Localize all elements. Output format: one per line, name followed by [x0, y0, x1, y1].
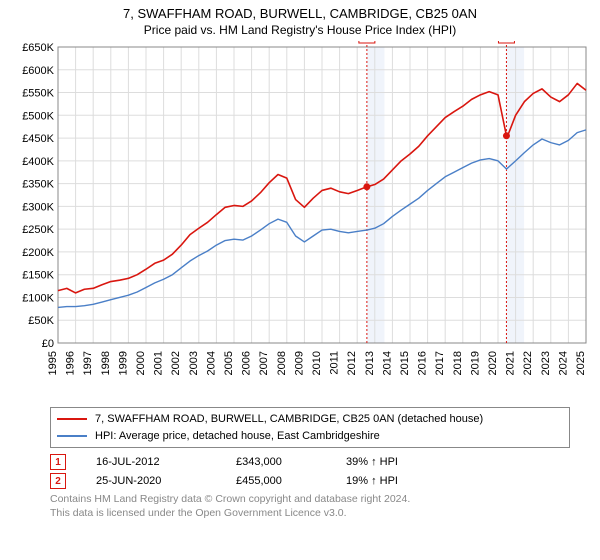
line-chart-svg: £0 £50K £100K £150K £200K £250K £300K £350K £400…: [10, 41, 590, 401]
svg-text:2016: 2016: [417, 351, 429, 375]
legend-label-property: 7, SWAFFHAM ROAD, BURWELL, CAMBRIDGE, CB…: [95, 411, 483, 428]
svg-text:2005: 2005: [223, 351, 235, 375]
svg-text:2006: 2006: [241, 351, 253, 375]
svg-text:1999: 1999: [117, 351, 129, 375]
transaction-badge: 1: [50, 454, 66, 470]
svg-text:2011: 2011: [329, 351, 341, 375]
svg-text:2018: 2018: [452, 351, 464, 375]
transaction-row: 1 16-JUL-2012 £343,000 39% ↑ HPI: [50, 454, 570, 470]
svg-text:£600K: £600K: [22, 65, 54, 77]
legend-item-property: 7, SWAFFHAM ROAD, BURWELL, CAMBRIDGE, CB…: [57, 411, 563, 428]
legend-label-hpi: HPI: Average price, detached house, East…: [95, 428, 380, 445]
transaction-row: 2 25-JUN-2020 £455,000 19% ↑ HPI: [50, 473, 570, 489]
transaction-price: £455,000: [236, 475, 346, 487]
svg-text:2010: 2010: [311, 351, 323, 375]
svg-text:£350K: £350K: [22, 179, 54, 191]
transaction-date: 16-JUL-2012: [96, 456, 236, 468]
svg-text:£100K: £100K: [22, 292, 54, 304]
svg-text:£400K: £400K: [22, 156, 54, 168]
svg-text:£300K: £300K: [22, 201, 54, 213]
transactions-table: 1 16-JUL-2012 £343,000 39% ↑ HPI 2 25-JU…: [50, 454, 570, 489]
chart-area: £0 £50K £100K £150K £200K £250K £300K £350K £400…: [10, 41, 590, 401]
svg-text:2001: 2001: [153, 351, 165, 375]
svg-text:2008: 2008: [276, 351, 288, 375]
legend-swatch-property: [57, 418, 87, 420]
svg-text:2004: 2004: [205, 351, 217, 375]
svg-text:£200K: £200K: [22, 247, 54, 259]
svg-text:£550K: £550K: [22, 88, 54, 100]
chart-container: 7, SWAFFHAM ROAD, BURWELL, CAMBRIDGE, CB…: [0, 0, 600, 560]
svg-text:£450K: £450K: [22, 133, 54, 145]
svg-text:£0: £0: [42, 338, 54, 350]
title-block: 7, SWAFFHAM ROAD, BURWELL, CAMBRIDGE, CB…: [10, 6, 590, 37]
svg-text:1997: 1997: [82, 351, 94, 375]
chart-title: 7, SWAFFHAM ROAD, BURWELL, CAMBRIDGE, CB…: [10, 6, 590, 21]
svg-text:1: 1: [364, 41, 370, 42]
svg-text:2015: 2015: [399, 351, 411, 375]
footer-attribution: Contains HM Land Registry data © Crown c…: [50, 493, 570, 520]
svg-text:£150K: £150K: [22, 270, 54, 282]
transaction-delta: 19% ↑ HPI: [346, 475, 466, 487]
svg-text:2013: 2013: [364, 351, 376, 375]
svg-text:2014: 2014: [381, 351, 393, 375]
svg-text:2020: 2020: [487, 351, 499, 375]
svg-text:2: 2: [504, 41, 510, 42]
svg-text:1996: 1996: [65, 351, 77, 375]
svg-text:1995: 1995: [47, 351, 59, 375]
legend-box: 7, SWAFFHAM ROAD, BURWELL, CAMBRIDGE, CB…: [50, 407, 570, 448]
svg-text:2024: 2024: [557, 351, 569, 375]
svg-text:2003: 2003: [188, 351, 200, 375]
transaction-badge: 2: [50, 473, 66, 489]
svg-text:£500K: £500K: [22, 110, 54, 122]
svg-text:2022: 2022: [522, 351, 534, 375]
chart-subtitle: Price paid vs. HM Land Registry's House …: [10, 23, 590, 37]
svg-text:2009: 2009: [293, 351, 305, 375]
transaction-delta: 39% ↑ HPI: [346, 456, 466, 468]
legend-swatch-hpi: [57, 435, 87, 437]
footer-line-1: Contains HM Land Registry data © Crown c…: [50, 493, 570, 507]
transaction-price: £343,000: [236, 456, 346, 468]
svg-text:£50K: £50K: [28, 315, 54, 327]
svg-text:2012: 2012: [346, 351, 358, 375]
svg-text:1998: 1998: [100, 351, 112, 375]
svg-text:2023: 2023: [540, 351, 552, 375]
svg-text:2021: 2021: [505, 351, 517, 375]
svg-text:2017: 2017: [434, 351, 446, 375]
transaction-date: 25-JUN-2020: [96, 475, 236, 487]
svg-text:£250K: £250K: [22, 224, 54, 236]
footer-line-2: This data is licensed under the Open Gov…: [50, 507, 570, 521]
svg-text:2019: 2019: [469, 351, 481, 375]
legend-item-hpi: HPI: Average price, detached house, East…: [57, 428, 563, 445]
svg-text:2025: 2025: [575, 351, 587, 375]
svg-text:2000: 2000: [135, 351, 147, 375]
svg-text:2002: 2002: [170, 351, 182, 375]
svg-text:2007: 2007: [258, 351, 270, 375]
svg-text:£650K: £650K: [22, 42, 54, 54]
